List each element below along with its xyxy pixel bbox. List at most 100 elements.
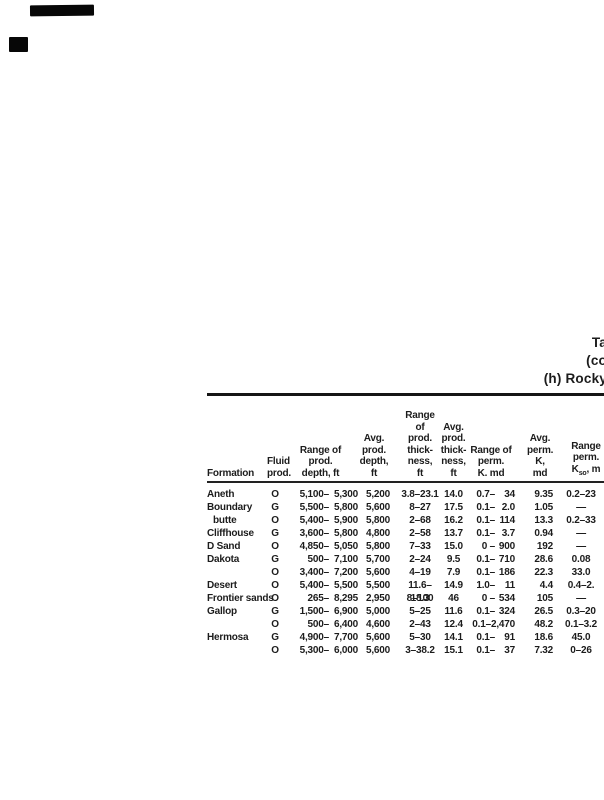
cell-depth-range-low: 3,600– (299, 528, 330, 539)
column-header-avg-depth: Avg. prod. depth, ft (358, 433, 390, 479)
cell-fluid-prod: G (271, 502, 279, 513)
cell-avg-perm: 9.35 (534, 489, 553, 500)
table-row: Cliffhouse G 3,600– 5,800 4,800 2–58 13.7 0.1– 3… (207, 527, 604, 540)
column-header-avg-thick: Avg. prod. thick-ness, ft (440, 422, 467, 480)
cell-thickness-range: 5–25 (409, 606, 431, 617)
cell-depth-range-high: 5,800 (333, 528, 358, 539)
cell-perm-range-high: 37 (504, 645, 515, 656)
cell-formation: Cliffhouse (207, 528, 254, 539)
cell-perm-range: 0.7– 34 (467, 488, 515, 501)
cell-thickness-range: 2–43 (409, 619, 431, 630)
cell-avg-thickness: 12.4 (444, 619, 463, 630)
column-header-range-perm-k: Range perm. Kso, m (553, 441, 604, 480)
column-header-line: perm. (572, 452, 600, 463)
cell-avg-perm: 28.6 (534, 554, 553, 565)
column-header-line: Kso, m (571, 463, 601, 477)
cell-depth-range-low: 4,850– (299, 541, 330, 552)
cell-thickness-range: 7–33 (409, 541, 431, 552)
cell-fluid-prod: G (271, 632, 279, 643)
cell-formation (207, 644, 267, 657)
cell-perm-range: 0 –534 (467, 592, 516, 605)
column-header-fluid-prod: Fluid prod. (267, 456, 291, 479)
cell-depth-range-high: 8,295 (333, 593, 358, 604)
cell-depth-range: 3,400– 7,200 (283, 566, 359, 579)
cell-formation: Boundary (207, 502, 253, 513)
cell-depth-range: 1,500– 6,900 (283, 605, 359, 618)
cell-avg-depth: 4,800 (365, 528, 390, 539)
cell-thickness-range: 2–68 (409, 515, 431, 526)
table-row: O 5,300– 6,000 5,600 3–38.2 15.1 0.1– 37 7.32 0–2… (207, 644, 604, 657)
title-line-3: (h) Rocky (543, 371, 604, 386)
cell-avg-perm: 105 (536, 593, 553, 604)
table-body: Aneth O 5,100– 5,300 5,200 3.8–23.1 14.0 0.7– 34… (207, 488, 604, 657)
table-row: Boundary G 5,500– 5,800 5,600 8–27 17.5 0.1– 2.0… (207, 501, 604, 514)
cell-depth-range-high: 7,200 (333, 567, 358, 578)
cell-perm-range: 0.1– 3.7 (467, 527, 515, 540)
cell-avg-thickness: 16.2 (444, 515, 463, 526)
cell-formation: butte (213, 515, 237, 526)
column-header-line: prod. (408, 433, 432, 444)
cell-avg-perm: 1.05 (534, 502, 553, 513)
cell-perm-range-low: 0.1– (476, 502, 495, 513)
cell-thickness-range: 4–19 (409, 567, 431, 578)
cell-depth-range-high: 5,300 (333, 489, 358, 500)
cell-perm-range-low: 0.1– (476, 632, 495, 643)
cell-perm-k-range: — (576, 502, 586, 513)
cell-perm-range-low: 0.1– (476, 645, 495, 656)
column-header-line: ft (370, 467, 378, 479)
table-row: butte O 5,400– 5,900 5,800 2–68 16.2 0.1– 114 13.… (207, 514, 604, 527)
cell-perm-range-low: 0.1– (472, 619, 491, 630)
cell-perm-k-range: 0.4–2. (567, 580, 595, 591)
cell-avg-depth: 5,500 (365, 580, 390, 591)
cell-depth-range-low: 5,300– (299, 645, 330, 656)
cell-avg-perm: 22.3 (534, 567, 553, 578)
cell-depth-range-low: 3,400– (299, 567, 330, 578)
cell-formation: D Sand (207, 541, 241, 552)
table-row: O 500– 6,400 4,600 2–43 12.4 0.1– 2,470 48.2 0.1–… (207, 618, 604, 631)
cell-perm-k-range: 0.1–3.2 (565, 619, 597, 630)
cell-depth-range-low: 5,500– (299, 502, 330, 513)
cell-depth-range-low: 5,100– (299, 489, 330, 500)
cell-formation: Hermosa (207, 632, 249, 643)
cell-depth-range-low: 5,400– (299, 580, 330, 591)
cell-depth-range: 500– 6,400 (283, 618, 359, 631)
cell-perm-range-high: 3.7 (501, 528, 516, 539)
table-row: Hermosa G 4,900– 7,700 5,600 5–30 14.1 0.1– 91 18… (207, 631, 604, 644)
cell-avg-depth: 4,600 (365, 619, 390, 630)
cell-avg-depth: 5,800 (365, 515, 390, 526)
cell-depth-range: 5,100– 5,300 (283, 488, 359, 501)
cell-avg-perm: 0.94 (534, 528, 553, 539)
cell-perm-range: 0.1– 2.0 (467, 501, 515, 514)
photocopy-mark-bar (29, 4, 95, 17)
cell-depth-range: 4,900– 7,700 (283, 631, 359, 644)
column-header-line: Formation (207, 467, 255, 479)
cell-perm-range: 0.1– 2,470 (467, 618, 515, 631)
cell-avg-depth: 5,600 (365, 645, 390, 656)
cell-depth-range-low: 265– (307, 593, 330, 604)
cell-fluid-prod: O (271, 619, 279, 630)
cell-avg-thickness: 15.1 (444, 645, 463, 656)
cell-avg-thickness: 14.0 (444, 489, 463, 500)
cell-depth-range: 500– 7,100 (283, 553, 359, 566)
cell-formation: Desert (207, 580, 237, 591)
cell-fluid-prod: O (271, 567, 279, 578)
cell-perm-range: 0.1– 114 (467, 514, 515, 527)
cell-perm-k-range: — (576, 541, 586, 552)
cell-avg-thickness: 17.5 (444, 502, 463, 513)
cell-perm-k-range: 45.0 (571, 632, 591, 643)
cell-perm-range-high: 534 (498, 593, 515, 604)
cell-perm-range-low: 0 – (481, 593, 496, 604)
cell-depth-range: 5,500– 5,800 (283, 501, 359, 514)
cell-perm-range: 0.1– 37 (467, 644, 515, 657)
cell-perm-k-range: 33.0 (571, 567, 591, 578)
column-header-line: Range of (299, 444, 342, 456)
table-title-block: Ta (co (h) Rocky (544, 334, 604, 388)
cell-perm-range-high: 2,470 (490, 619, 515, 630)
column-header-line: prod. (441, 433, 466, 444)
cell-thickness-range: 3.8–23.1 (401, 489, 439, 500)
cell-perm-range-high: 2.0 (501, 502, 516, 513)
column-header-line: thick- (440, 444, 467, 456)
cell-depth-range-high: 5,800 (333, 502, 358, 513)
column-header-line: K, md (532, 456, 548, 479)
